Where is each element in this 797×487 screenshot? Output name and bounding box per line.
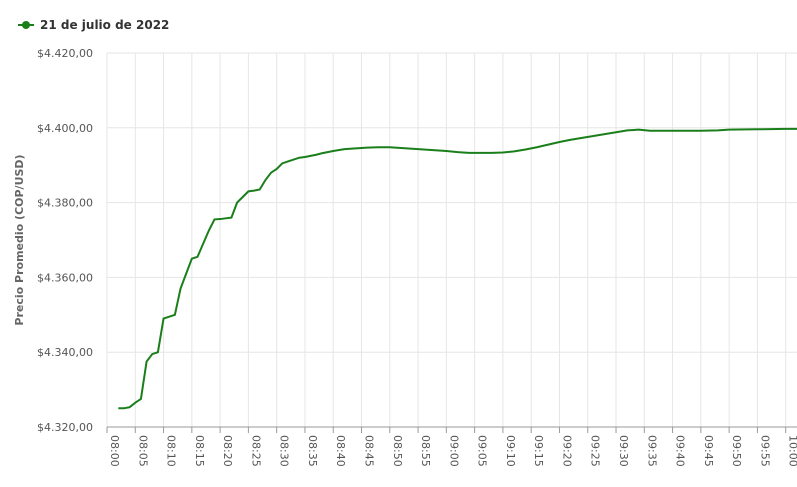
x-tick-label: 09:30 [617,435,630,467]
y-tick-label: $4.400,00 [37,122,93,135]
x-tick-label: 08:30 [278,435,291,467]
x-tick-label: 09:20 [560,435,573,467]
y-tick-label: $4.380,00 [37,197,93,210]
x-tick-label: 08:35 [306,435,319,467]
y-tick-label: $4.320,00 [37,421,93,434]
x-tick-label: 08:45 [363,435,376,467]
x-tick-label: 08:40 [334,435,347,467]
x-tick-label: 08:10 [165,435,178,467]
y-axis-title: Precio Promedio (COP/USD) [13,154,26,325]
x-tick-label: 09:10 [504,435,517,467]
x-tick-label: 08:00 [108,435,121,467]
x-tick-label: 09:35 [645,435,658,467]
x-tick-label: 08:25 [249,435,262,467]
x-tick-label: 09:50 [730,435,743,467]
x-tick-label: 09:55 [758,435,771,467]
x-tick-label: 08:50 [391,435,404,467]
legend[interactable]: 21 de julio de 2022 [18,18,169,32]
x-tick-label: 08:20 [221,435,234,467]
x-tick-label: 09:05 [476,435,489,467]
x-tick-label: 09:15 [532,435,545,467]
x-tick-label: 09:45 [702,435,715,467]
x-tick-label: 08:55 [419,435,432,467]
data-line [118,127,797,410]
y-tick-label: $4.420,00 [37,47,93,60]
legend-label[interactable]: 21 de julio de 2022 [40,18,169,32]
y-tick-label: $4.360,00 [37,271,93,284]
legend-marker [22,21,30,29]
x-tick-label: 09:00 [447,435,460,467]
x-tick-label: 08:15 [193,435,206,467]
x-tick-label: 10:00 [787,435,797,467]
x-tick-label: 08:05 [136,435,149,467]
x-tick-label: 09:25 [589,435,602,467]
y-tick-label: $4.340,00 [37,346,93,359]
x-tick-label: 09:40 [674,435,687,467]
